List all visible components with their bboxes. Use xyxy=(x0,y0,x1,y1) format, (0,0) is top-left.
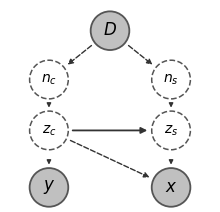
Text: $y$: $y$ xyxy=(43,179,55,196)
Text: $n_s$: $n_s$ xyxy=(163,72,179,87)
Circle shape xyxy=(152,60,190,99)
Circle shape xyxy=(30,60,68,99)
Text: $n_c$: $n_c$ xyxy=(41,72,57,87)
Text: $z_c$: $z_c$ xyxy=(42,123,56,138)
Circle shape xyxy=(91,11,129,50)
Circle shape xyxy=(30,111,68,150)
Circle shape xyxy=(30,168,68,207)
Text: $x$: $x$ xyxy=(165,179,177,196)
Circle shape xyxy=(152,168,190,207)
Text: $D$: $D$ xyxy=(103,22,117,39)
Circle shape xyxy=(152,111,190,150)
Text: $z_s$: $z_s$ xyxy=(164,123,178,138)
